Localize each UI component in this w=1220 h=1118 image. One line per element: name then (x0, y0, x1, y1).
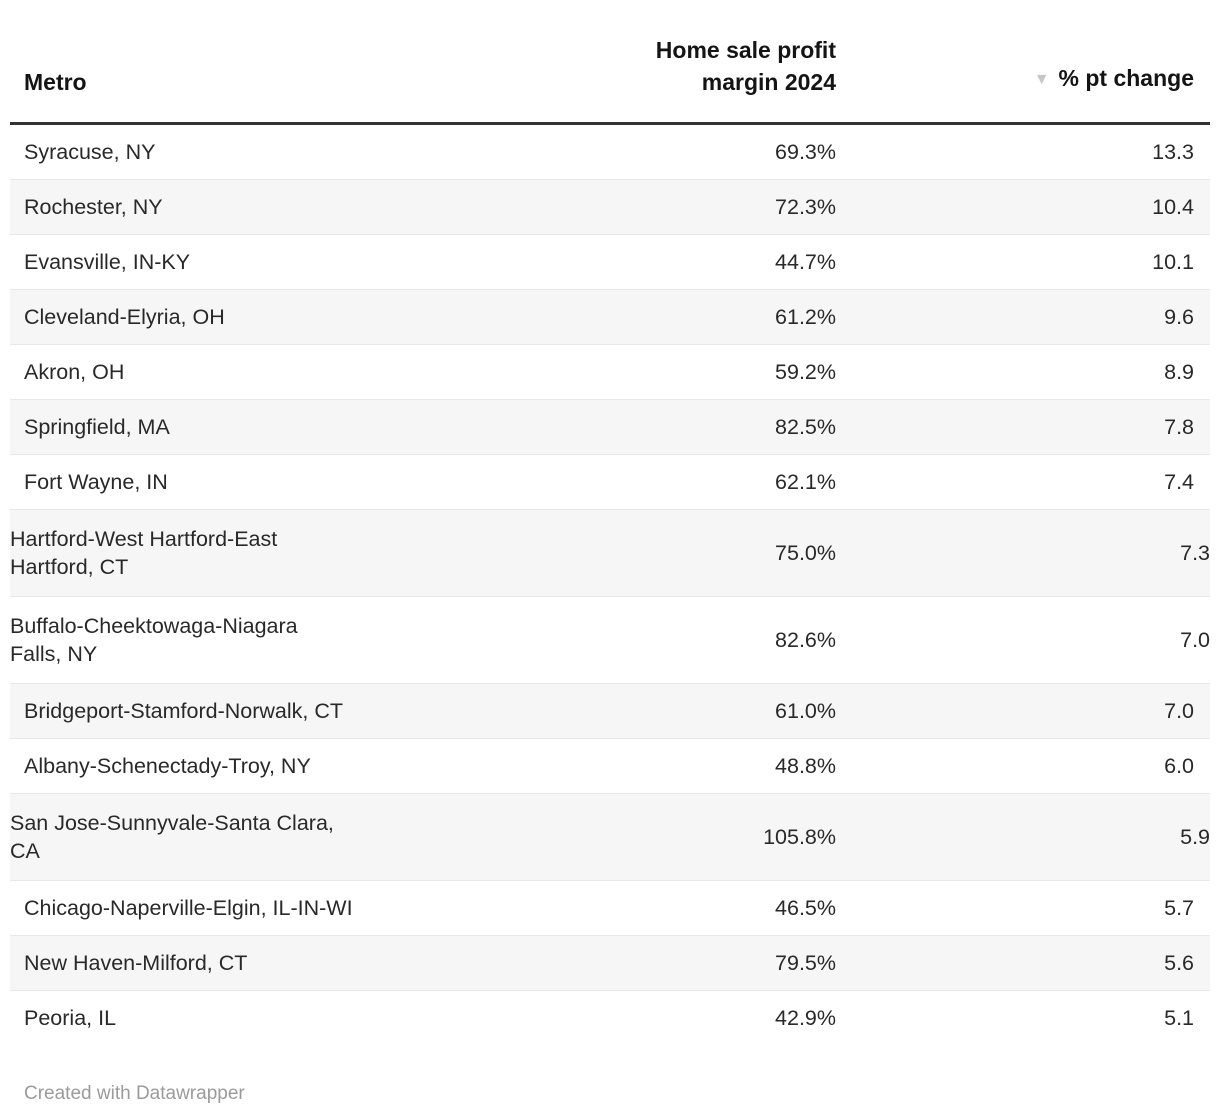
metro-cell: Buffalo-Cheektowaga-Niagara Falls, NY (10, 596, 490, 684)
change-cell: 7.0 (836, 683, 1210, 739)
table-row: Fort Wayne, IN 62.1% 7.4 (10, 454, 1210, 510)
change-cell: 7.3 (836, 509, 1210, 597)
change-cell: 7.0 (836, 596, 1210, 684)
metro-cell: Akron, OH (10, 344, 490, 400)
metro-cell: San Jose-Sunnyvale-Santa Clara, CA (10, 793, 490, 881)
margin-cell: 79.5% (490, 935, 836, 991)
change-cell: 10.4 (836, 179, 1210, 235)
table-row: Cleveland-Elyria, OH 61.2% 9.6 (10, 289, 1210, 345)
table-row: Syracuse, NY 69.3% 13.3 (10, 124, 1210, 180)
change-cell: 5.1 (836, 990, 1210, 1045)
table-row: Akron, OH 59.2% 8.9 (10, 344, 1210, 400)
change-cell: 7.4 (836, 454, 1210, 510)
margin-cell: 105.8% (490, 793, 836, 881)
margin-cell: 75.0% (490, 509, 836, 597)
metro-cell: Springfield, MA (10, 399, 490, 455)
table-row: San Jose-Sunnyvale-Santa Clara, CA 105.8… (10, 793, 1210, 881)
column-header-metro[interactable]: Metro (10, 0, 490, 125)
change-cell: 5.7 (836, 880, 1210, 936)
margin-cell: 59.2% (490, 344, 836, 400)
table-row: Rochester, NY 72.3% 10.4 (10, 179, 1210, 235)
table-row: Bridgeport-Stamford-Norwalk, CT 61.0% 7.… (10, 683, 1210, 739)
table-row: Hartford-West Hartford-East Hartford, CT… (10, 509, 1210, 597)
column-header-pt-change-label: % pt change (1058, 65, 1194, 91)
metro-cell: Peoria, IL (10, 990, 490, 1045)
margin-cell: 42.9% (490, 990, 836, 1045)
margin-cell: 82.5% (490, 399, 836, 455)
table-row: Chicago-Naperville-Elgin, IL-IN-WI 46.5%… (10, 880, 1210, 936)
margin-cell: 69.3% (775, 140, 836, 164)
metro-cell: Rochester, NY (10, 179, 490, 235)
margin-cell: 46.5% (490, 880, 836, 936)
margin-cell: 62.1% (490, 454, 836, 510)
table-row: Springfield, MA 82.5% 7.8 (10, 399, 1210, 455)
sort-descending-icon: ▼ (1033, 71, 1050, 88)
change-cell: 5.6 (836, 935, 1210, 991)
table-row: New Haven-Milford, CT 79.5% 5.6 (10, 935, 1210, 991)
change-cell: 9.6 (836, 289, 1210, 345)
change-cell: 6.0 (836, 738, 1210, 794)
change-cell: 5.9 (836, 793, 1210, 881)
change-cell: 13.3 (1152, 140, 1194, 164)
table-row: Peoria, IL 42.9% 5.1 (10, 990, 1210, 1045)
metro-cell: Hartford-West Hartford-East Hartford, CT (10, 509, 490, 597)
metro-cell: Evansville, IN-KY (10, 234, 490, 290)
change-cell: 8.9 (836, 344, 1210, 400)
table-header-row: Metro Home sale profit margin 2024 ▼ % pt… (10, 0, 1210, 125)
column-header-profit-margin[interactable]: Home sale profit margin 2024 (490, 0, 836, 125)
table-row: Albany-Schenectady-Troy, NY 48.8% 6.0 (10, 738, 1210, 794)
table-row: Evansville, IN-KY 44.7% 10.1 (10, 234, 1210, 290)
column-header-pt-change[interactable]: ▼ % pt change (836, 0, 1210, 125)
datawrapper-credit-link[interactable]: Created with Datawrapper (24, 1083, 245, 1104)
change-cell: 7.8 (836, 399, 1210, 455)
table-body: Syracuse, NY 69.3% 13.3 Rochester, NY 72… (10, 124, 1210, 1045)
metro-cell: Chicago-Naperville-Elgin, IL-IN-WI (10, 880, 490, 936)
metro-cell: Cleveland-Elyria, OH (10, 289, 490, 345)
change-cell: 10.1 (836, 234, 1210, 290)
margin-cell: 44.7% (490, 234, 836, 290)
table-row: Buffalo-Cheektowaga-Niagara Falls, NY 82… (10, 596, 1210, 684)
metro-cell: Bridgeport-Stamford-Norwalk, CT (10, 683, 490, 739)
margin-cell: 48.8% (490, 738, 836, 794)
metro-cell: Fort Wayne, IN (10, 454, 490, 510)
margin-cell: 61.2% (490, 289, 836, 345)
margin-cell: 82.6% (490, 596, 836, 684)
metro-cell: Syracuse, NY (24, 140, 156, 164)
margin-cell: 72.3% (490, 179, 836, 235)
metro-cell: Albany-Schenectady-Troy, NY (10, 738, 490, 794)
metro-cell: New Haven-Milford, CT (10, 935, 490, 991)
metro-table: Metro Home sale profit margin 2024 ▼ % pt… (10, 0, 1210, 1045)
margin-cell: 61.0% (490, 683, 836, 739)
